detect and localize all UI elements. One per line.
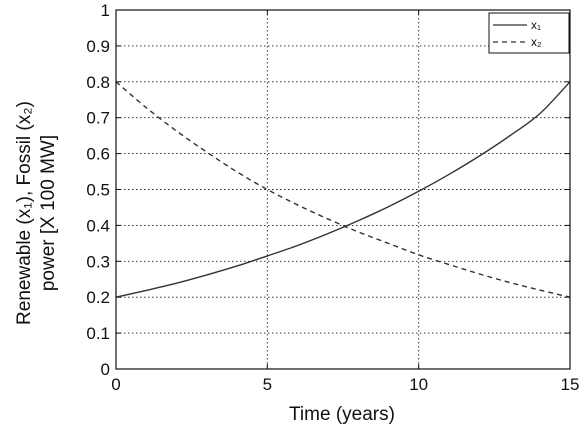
x-axis-label: Time (years) (289, 404, 395, 425)
y-tick-label: 0.2 (86, 288, 110, 307)
series-line-x1 (115, 81, 571, 298)
y-axis-label: Renewable (x₁), Fossil (x₂) power [X 100… (14, 101, 59, 325)
grid-lines (115, 9, 571, 370)
legend-label-x2: x₂ (531, 35, 542, 49)
legend-box (488, 12, 570, 54)
y-tick-label: 0.1 (86, 324, 110, 343)
series-lines (115, 81, 571, 298)
y-tick-label: 0.5 (86, 181, 110, 200)
y-axis-label-line1: Renewable (x₁), Fossil (x₂) (14, 101, 35, 325)
y-tick-label: 0.3 (86, 252, 110, 271)
y-tick-label: 0.7 (86, 109, 110, 128)
legend-label-x1: x₁ (531, 18, 541, 32)
y-axis-label-line2: power [X 100 MW] (38, 135, 59, 291)
y-tick-label: 1 (101, 1, 110, 20)
x-tick-label: 15 (561, 375, 580, 394)
x-tick-label: 0 (111, 375, 120, 394)
y-tick-label: 0.6 (86, 145, 110, 164)
x-tick-label: 10 (409, 375, 428, 394)
y-tick-label: 0.4 (86, 216, 110, 235)
tick-labels: 00.10.20.30.40.50.60.70.80.910 5 10 15 (86, 1, 579, 394)
legend: x₁ x₂ (488, 12, 570, 54)
y-tick-label: 0.8 (86, 73, 110, 92)
x-tick-label: 5 (263, 375, 272, 394)
y-tick-label: 0.9 (86, 37, 110, 56)
y-tick-label: 0 (101, 360, 110, 379)
plot-frame (115, 9, 571, 370)
